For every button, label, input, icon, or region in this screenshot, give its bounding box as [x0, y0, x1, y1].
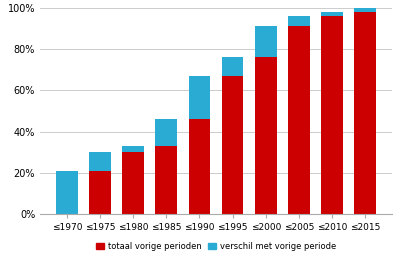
Bar	[255, 26, 276, 57]
Bar	[255, 57, 276, 214]
Bar	[189, 76, 210, 119]
Bar	[222, 76, 243, 214]
Bar	[222, 57, 243, 76]
Bar	[156, 146, 177, 214]
Bar	[189, 119, 210, 214]
Bar	[56, 171, 78, 214]
Legend: totaal vorige perioden, verschil met vorige periode: totaal vorige perioden, verschil met vor…	[93, 239, 339, 254]
Bar	[354, 8, 376, 12]
Bar	[321, 16, 343, 214]
Bar	[156, 119, 177, 146]
Bar	[122, 146, 144, 152]
Bar	[354, 12, 376, 214]
Bar	[288, 16, 310, 26]
Bar	[89, 171, 111, 214]
Bar	[89, 152, 111, 171]
Bar	[122, 152, 144, 214]
Bar	[321, 12, 343, 16]
Bar	[288, 26, 310, 214]
